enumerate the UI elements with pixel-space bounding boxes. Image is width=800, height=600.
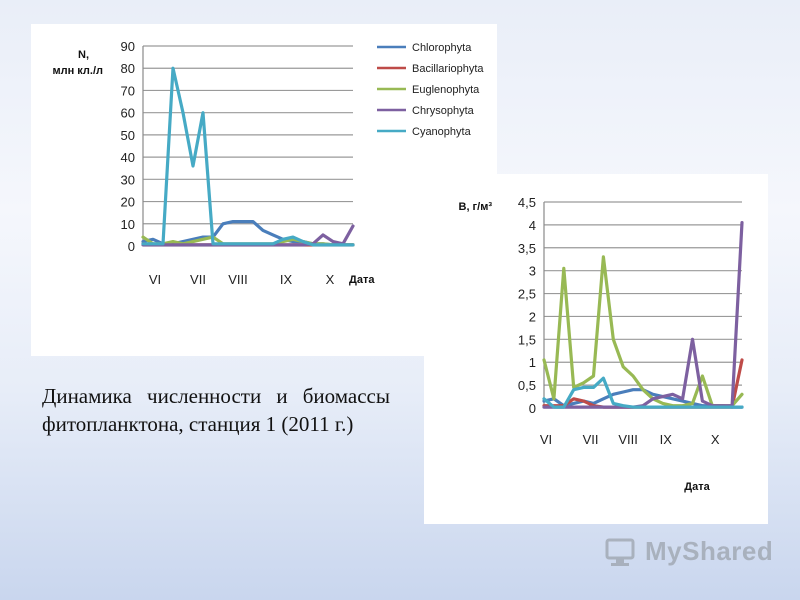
biomass-chart-panel: 0 0,5 1 1,5 2 2,5 3 3,5 4 4,5 VI VII VIII IX X B, г/м³ Д… [424,174,768,524]
abundance-chart-panel: 0 10 20 30 40 50 60 70 80 90 VI VII VIII IX X N, млн кл.… [31,24,497,356]
y-tick-label: 40 [121,150,135,165]
y-tick-label: 1 [529,355,536,370]
x-month-label: X [711,432,720,447]
watermark-text: MyShared [645,536,774,566]
y-tick-label: 4,5 [518,195,536,210]
y-tick-label: 0 [128,239,135,254]
y-tick-label: 50 [121,128,135,143]
x-month-label: VIII [618,432,638,447]
y-tick-label: 4 [529,218,536,233]
x-month-label: VII [583,432,599,447]
legend-entry: Chlorophyta [412,42,472,54]
slide-caption: Динамика численности и биомассы фитоплан… [42,384,390,436]
x-month-label: IX [660,432,673,447]
x-axis-label: Дата [349,274,375,286]
y-axis-label: N, [78,49,89,61]
y-tick-label: 1,5 [518,332,536,347]
legend-entry: Bacillariophyta [412,63,484,75]
x-month-label: VI [540,432,552,447]
series-line-cyanophyta [542,376,744,409]
legend-entry: Chrysophyta [412,105,475,117]
y-tick-label: 3,5 [518,241,536,256]
y-tick-label: 80 [121,61,135,76]
y-tick-label: 2,5 [518,287,536,302]
x-month-label: VIII [228,272,248,287]
series-line-cyanophyta [141,66,355,247]
y-tick-label: 0,5 [518,378,536,393]
y-tick-label: 60 [121,106,135,121]
y-tick-label: 3 [529,264,536,279]
y-axis-label: B, г/м³ [459,201,493,213]
y-axis-label: млн кл./л [52,65,103,77]
x-month-label: VI [149,272,161,287]
y-tick-label: 20 [121,195,135,210]
logo-icon [605,538,635,566]
x-axis-label: Дата [684,481,710,493]
legend-entry: Euglenophyta [412,84,480,96]
y-tick-label: 70 [121,83,135,98]
y-tick-label: 30 [121,172,135,187]
x-month-label: IX [280,272,293,287]
y-tick-label: 10 [121,217,135,232]
watermark-logo: MyShared [605,536,773,567]
y-tick-label: 90 [121,39,135,54]
biomass-chart: 0 0,5 1 1,5 2 2,5 3 3,5 4 4,5 VI VII VIII IX X B, г/м³ Д… [459,195,744,493]
x-month-label: VII [190,272,206,287]
legend-entry: Cyanophyta [412,126,472,138]
y-tick-label: 0 [529,401,536,416]
x-month-label: X [326,272,335,287]
y-tick-label: 2 [529,309,536,324]
abundance-chart: 0 10 20 30 40 50 60 70 80 90 VI VII VIII IX X N, млн кл.… [52,39,484,287]
series-line-euglenophyta [542,255,744,408]
